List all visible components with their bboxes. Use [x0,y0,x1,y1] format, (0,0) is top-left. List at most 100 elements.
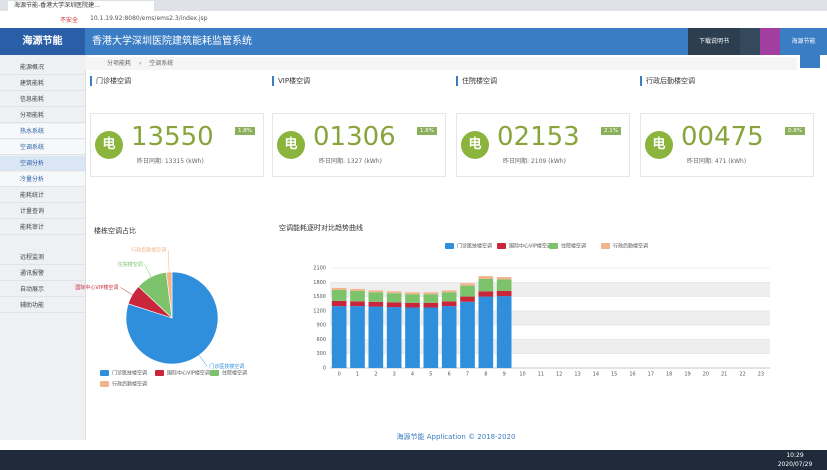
bar-segment [441,292,457,302]
bar-segment [460,285,475,297]
card: 电 00475 昨日同期: 471 (kWh) 0.8% [640,113,814,177]
bar-segment [496,290,512,297]
grid-band [330,339,770,354]
card: 电 02153 昨日同期: 2109 (kWh) 2.1% [456,113,630,177]
x-tick-label: 14 [593,372,599,378]
x-tick-label: 7 [466,372,469,378]
download-button[interactable]: 下载说明书 [688,28,740,55]
leader-line [198,355,208,367]
submenu-item[interactable]: 空调系统 [0,140,85,155]
bar-segment [441,301,457,307]
menu-item[interactable]: 计量查询 [0,204,85,219]
switch-button[interactable] [740,28,760,55]
time: 10:29 [786,452,804,459]
bar-segment [423,292,439,295]
bar-segment [478,278,494,292]
x-tick-label: 5 [429,372,432,378]
card: 电 01306 昨日同期: 1327 (kWh) 1.6% [272,113,446,177]
charts: 楼栋空调占比门诊医技楼空调国际中心VIP楼空调住院楼空调行政后勤楼空调门诊医技楼… [75,223,770,388]
menu-item[interactable]: 远程监测 [0,250,85,265]
menu-item[interactable]: 分项能耗 [0,108,85,123]
card-yesterday: 昨日同期: 471 (kWh) [687,158,747,165]
bar-segment [423,302,439,308]
bar-segment [386,307,402,368]
menu-item[interactable]: 能耗统计 [0,188,85,203]
bar-segment [386,302,402,308]
security-label[interactable]: 不安全 [60,17,79,24]
browser-tab[interactable]: 海源节能-香港大学深圳医院建... [8,1,154,11]
legend-swatch [497,243,506,249]
menu-item[interactable]: 能源概况 [0,60,85,75]
x-tick-label: 3 [393,372,396,378]
bar-segment [441,290,457,293]
legend-swatch [100,381,109,387]
logo[interactable]: 海源节能 [0,28,85,55]
menu-item[interactable]: 通讯报警 [0,266,85,281]
card-value: 02153 [497,122,580,152]
slice-label: 门诊医技楼空调 [209,363,244,370]
user-menu[interactable]: 海源节能 [791,38,816,45]
card-icon: 电 [95,131,123,159]
x-tick-label: 23 [758,372,764,378]
sidebar [0,55,86,440]
x-tick-label: 0 [338,372,341,378]
menu-item[interactable]: 信息能耗 [0,92,85,107]
bar-segment [331,306,347,368]
x-tick-label: 22 [739,372,745,378]
card-yesterday: 昨日同期: 2109 (kWh) [503,158,566,165]
bar-segment [331,288,347,290]
legend-swatch [445,243,454,249]
bar-segment [368,290,384,293]
x-tick-label: 11 [538,372,544,378]
clock: 10:29 2020/07/29 [770,451,820,469]
crumb[interactable]: 分项能耗 [107,60,132,67]
back-button[interactable] [800,52,820,68]
submenu-item[interactable]: 空调分析 [0,156,85,171]
bar-segment [460,283,475,286]
bar-segment [368,292,384,302]
slice-label: 住院楼空调 [118,261,143,268]
legend-label: 行政后勤楼空调 [112,381,147,388]
legend-label: 行政后勤楼空调 [613,243,648,250]
menu-item[interactable]: 自动展示 [0,282,85,297]
x-tick-label: 10 [519,372,525,378]
card-value: 01306 [313,122,396,152]
x-tick-label: 17 [648,372,654,378]
legend-swatch [210,370,219,376]
x-tick-label: 20 [703,372,709,378]
grid-band [330,310,770,326]
x-tick-label: 21 [721,372,727,378]
bar-segment [405,302,420,308]
x-tick-label: 2 [374,372,377,378]
crumb[interactable]: 空调系统 [149,60,174,67]
bar-segment [368,306,384,368]
bar-segment [478,276,494,279]
menu-item[interactable]: 建筑能耗 [0,76,85,91]
card-change: 1.8% [235,127,255,135]
card-value: 13550 [131,122,214,152]
bar-segment [368,301,384,307]
bar-segment [460,296,475,302]
url[interactable]: 10.1.19.92:8080/ems/ems2.3/index.jsp [90,15,208,22]
card: 电 13550 昨日同期: 13315 (kWh) 1.8% [90,113,264,177]
card-icon: 电 [645,131,673,159]
leader-line [167,250,170,273]
x-tick-label: 16 [629,372,635,378]
bar-segment [441,306,457,368]
submenu-item[interactable]: 热水系统 [0,124,85,139]
grid-band [330,282,770,297]
legend-swatch [601,243,610,249]
y-tick-label: 1200 [313,308,326,314]
menu-item[interactable]: 能耗审计 [0,220,85,235]
submenu-item[interactable]: 冷量分析 [0,172,85,187]
leader-line [144,264,152,278]
legend-label: 国际中心VIP楼空调 [509,243,552,250]
legend-label: 住院楼空调 [222,370,247,377]
bar-segment [386,293,402,303]
bar-segment [331,300,347,307]
leader-line [120,287,133,295]
system-title: 香港大学深圳医院建筑能耗监管系统 [92,36,252,47]
x-tick-label: 1 [356,372,359,378]
notice-button[interactable] [760,28,780,55]
menu-item[interactable]: 辅助功能 [0,298,85,313]
